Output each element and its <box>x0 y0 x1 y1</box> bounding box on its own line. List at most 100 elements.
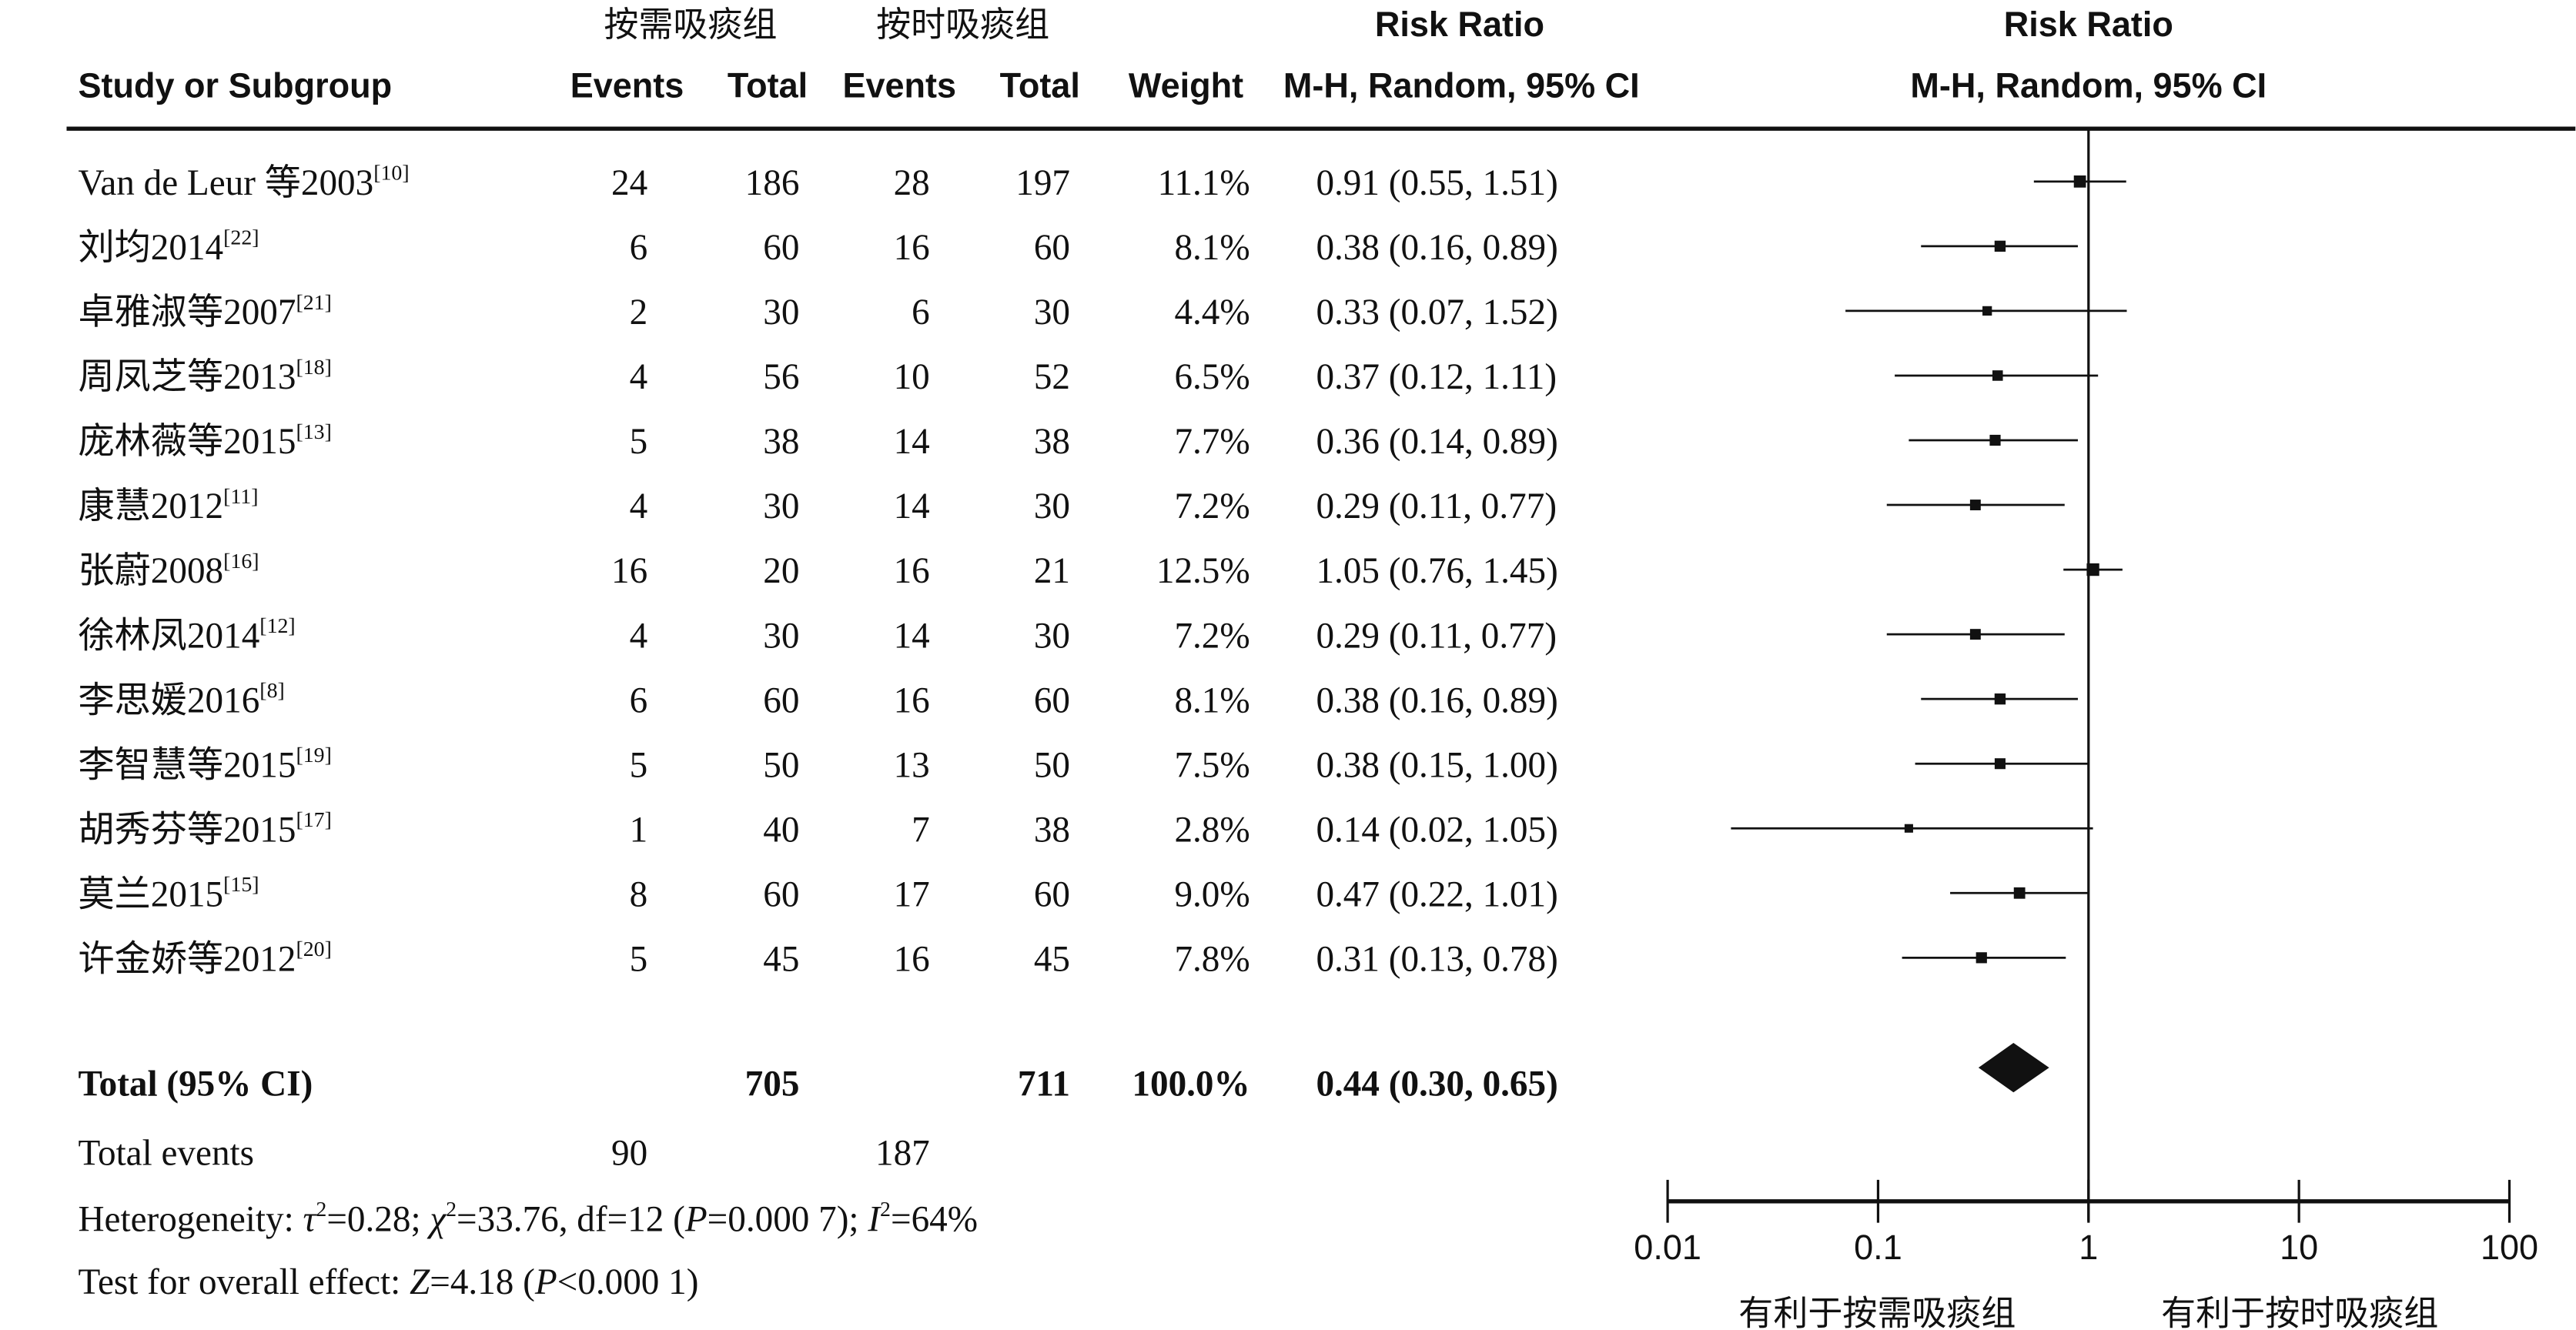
ci-cell: 0.33 (0.07, 1.52) <box>1316 292 1557 332</box>
weight-cell: 4.4% <box>1174 292 1250 332</box>
study-name: 李思媛2016[8] <box>79 679 285 720</box>
point-estimate-square <box>1982 306 1992 316</box>
overall-effect-text: Test for overall effect: Z=4.18 (P<0.000… <box>79 1262 699 1302</box>
x-tick-label: 1 <box>2079 1228 2098 1267</box>
total1-cell: 45 <box>763 939 799 979</box>
total-ci-cell: 0.44 (0.30, 0.65) <box>1316 1064 1557 1104</box>
weight-cell: 7.2% <box>1174 486 1250 526</box>
study-reference: [18] <box>296 356 331 379</box>
group1-header: 按需吸痰组 <box>604 5 777 44</box>
study-name: 张蔚2008[16] <box>79 550 259 591</box>
p-value: =0.000 7); <box>708 1199 868 1239</box>
total1-cell: 38 <box>763 422 799 462</box>
point-estimate-square <box>1994 693 2006 705</box>
study-name: 周凤芝等2013[18] <box>79 356 332 397</box>
study-estimate <box>1950 887 2089 899</box>
study-name-text: 庞林薇等2015 <box>79 422 296 462</box>
events2-cell: 7 <box>912 810 930 850</box>
total2-cell: 30 <box>1034 292 1070 332</box>
ci-cell: 0.36 (0.14, 0.89) <box>1316 422 1557 462</box>
events1-cell: 6 <box>630 228 648 268</box>
weight-cell: 7.7% <box>1174 422 1250 462</box>
weight-cell: 7.5% <box>1174 745 1250 785</box>
point-estimate-square <box>1992 370 2003 381</box>
total2-cell: 60 <box>1034 228 1070 268</box>
total2-cell: 711 <box>1018 1064 1070 1104</box>
weight-cell: 2.8% <box>1174 810 1250 850</box>
total-events-label: Total events <box>79 1134 254 1174</box>
study-name: 徐林凤2014[12] <box>79 614 296 656</box>
study-estimate <box>1886 629 2065 640</box>
weight-cell: 8.1% <box>1174 680 1250 720</box>
weight-cell: 12.5% <box>1156 551 1250 591</box>
x-label-favours-right: 有利于按时吸痰组 <box>2161 1294 2438 1330</box>
weight-cell: 6.5% <box>1174 357 1250 397</box>
events2-cell: 10 <box>894 357 930 397</box>
chi2-value: =33.76, df=12 ( <box>457 1199 685 1239</box>
total2-cell: 50 <box>1034 745 1070 785</box>
study-name-text: 张蔚2008 <box>79 551 224 591</box>
events1-header: Events <box>570 65 684 105</box>
study-estimate <box>1895 370 2099 381</box>
study-name-text: 刘均2014 <box>79 228 224 268</box>
study-estimate <box>1921 693 2078 705</box>
p-symbol: P <box>684 1199 708 1239</box>
plot-method-header: M-H, Random, 95% CI <box>1910 65 2267 105</box>
point-estimate-square <box>2073 175 2086 188</box>
total2-cell: 52 <box>1034 357 1070 397</box>
study-reference: [17] <box>296 808 331 832</box>
study-estimate <box>1915 758 2089 770</box>
study-name-text: Van de Leur 等2003 <box>79 163 374 203</box>
total1-cell: 20 <box>763 551 799 591</box>
total2-header: Total <box>1000 65 1080 105</box>
z-symbol: Z <box>410 1262 430 1302</box>
events2-cell: 16 <box>894 939 930 979</box>
events2-cell: 14 <box>894 422 930 462</box>
events1-cell: 5 <box>630 745 648 785</box>
table-row: 卓雅淑等2007[21] 2 30 6 30 4.4% 0.33 (0.07, 1.52) <box>79 291 1558 332</box>
total-weight-cell: 100.0% <box>1132 1064 1250 1104</box>
ci-cell: 0.29 (0.11, 0.77) <box>1316 616 1557 656</box>
i-symbol: I <box>867 1199 882 1239</box>
total1-cell: 186 <box>745 163 800 203</box>
method-header: M-H, Random, 95% CI <box>1283 65 1640 105</box>
events1-cell: 8 <box>630 874 648 914</box>
study-estimate <box>1886 500 2065 510</box>
point-estimate-square <box>2086 563 2099 576</box>
study-reference: [15] <box>223 873 259 897</box>
superscript: 2 <box>446 1198 457 1221</box>
study-estimate <box>1921 240 2078 252</box>
study-reference: [19] <box>296 744 331 767</box>
superscript: 2 <box>880 1198 891 1221</box>
events1-cell: 6 <box>630 680 648 720</box>
total-events2: 187 <box>875 1134 930 1174</box>
events2-cell: 17 <box>894 874 930 914</box>
study-name-text: 许金娇等2012 <box>79 939 296 979</box>
events1-cell: 1 <box>630 810 648 850</box>
ci-cell: 0.38 (0.15, 1.00) <box>1316 745 1557 785</box>
point-estimate-square <box>1969 629 1981 640</box>
weight-cell: 9.0% <box>1174 874 1250 914</box>
study-name-text: 李智慧等2015 <box>79 745 296 785</box>
table-row: 许金娇等2012[20] 5 45 16 45 7.8% 0.31 (0.13, 0.78) <box>79 937 1558 979</box>
ci-cell: 0.14 (0.02, 1.05) <box>1316 810 1557 850</box>
plot-title: Risk Ratio <box>2004 5 2173 44</box>
study-reference: [11] <box>223 485 258 509</box>
table-row: Van de Leur 等2003[10] 24 186 28 197 11.1% 0.91… <box>79 162 1558 203</box>
total-label: Total (95% CI) <box>79 1064 313 1104</box>
table-row: 莫兰2015[15] 8 60 17 60 9.0% 0.47 (0.22, 1.01) <box>79 873 1558 914</box>
total2-cell: 45 <box>1034 939 1070 979</box>
events1-cell: 4 <box>630 616 648 656</box>
pooled-estimate-diamond <box>1978 1042 2049 1093</box>
study-name: 胡秀芬等2015[17] <box>79 808 332 850</box>
events2-cell: 28 <box>894 163 930 203</box>
study-name: 莫兰2015[15] <box>79 873 259 914</box>
table-row: 徐林凤2014[12] 4 30 14 30 7.2% 0.29 (0.11, 0.77) <box>79 614 1557 656</box>
table-row: 庞林薇等2015[13] 5 38 14 38 7.7% 0.36 (0.14, 0.89) <box>79 420 1558 462</box>
ci-cell: 1.05 (0.76, 1.45) <box>1316 551 1557 591</box>
events1-cell: 24 <box>611 163 647 203</box>
study-estimate <box>1731 824 2093 833</box>
events2-header: Events <box>842 65 956 105</box>
